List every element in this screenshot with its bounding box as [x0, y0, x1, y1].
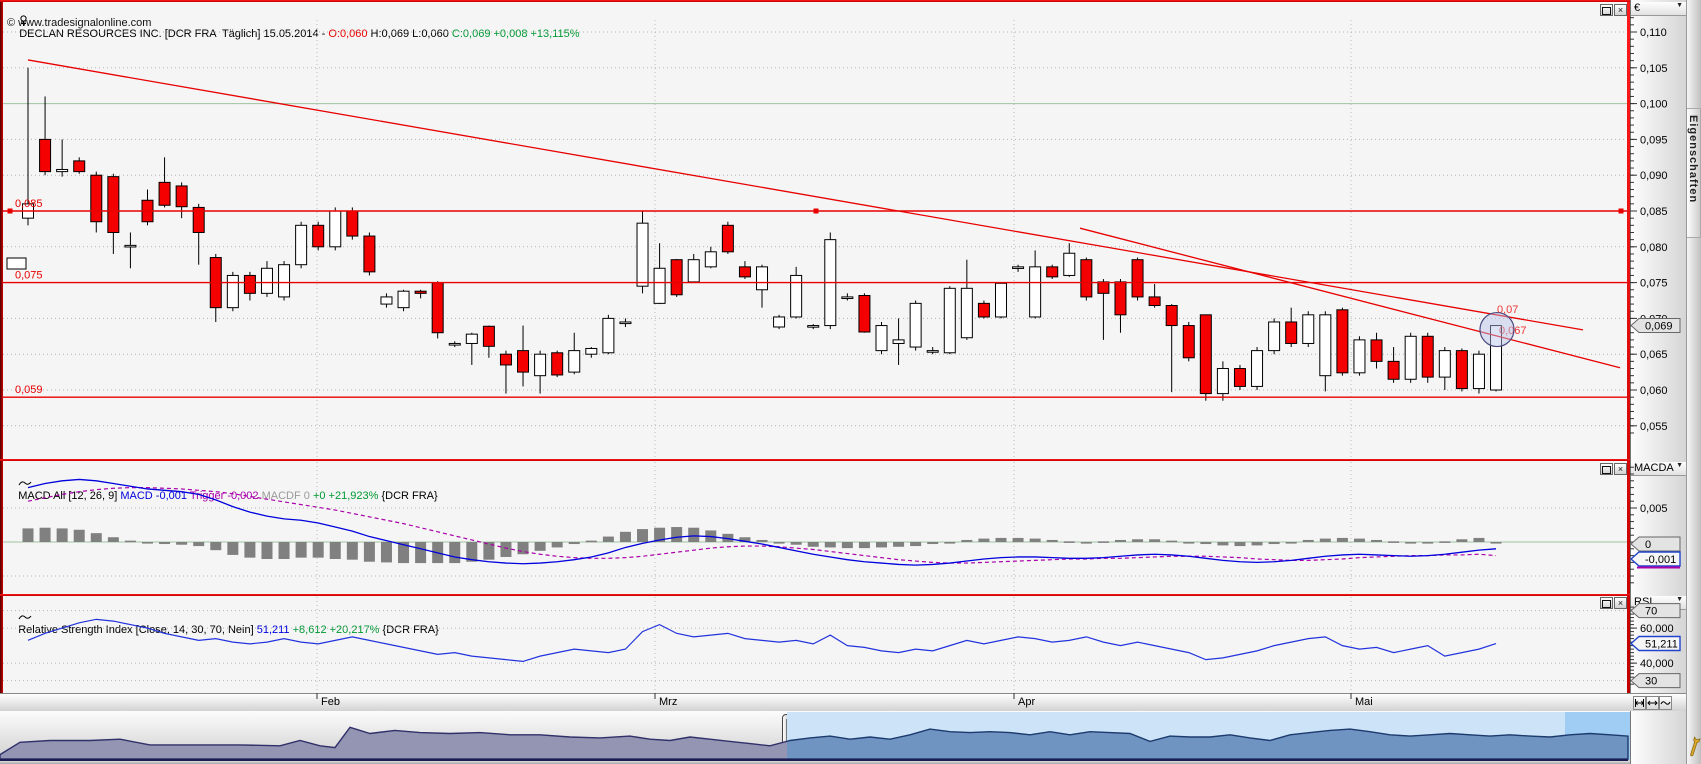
chevron-down-icon: ▼: [1676, 2, 1683, 9]
maximize-icon: [1602, 600, 1611, 608]
price-maximize-button[interactable]: [1600, 4, 1613, 16]
indicator-icon: [18, 481, 32, 486]
chart-title: DECLAN RESOURCES INC. [DCR FRA Täglich] …: [7, 3, 580, 52]
title-open: O:0,060: [328, 28, 368, 40]
maximize-icon: [1602, 466, 1611, 474]
macd-maximize-button[interactable]: [1600, 463, 1613, 475]
month-label-apr: Apr: [1018, 696, 1036, 708]
settings-wrench-button[interactable]: [1687, 735, 1701, 761]
price-axis-header[interactable]: € ▼: [1631, 2, 1686, 16]
window-border-left: [0, 2, 3, 711]
arrow-both-icon: [1647, 700, 1658, 706]
title-close-change: C:0,069 +0,008 +13,115%: [451, 28, 580, 40]
macd-symbol: {DCR FRA}: [381, 490, 438, 502]
scroll-to-end-button[interactable]: [1633, 696, 1646, 710]
rsi-value: 51,211: [256, 624, 293, 636]
maximize-icon: [1602, 7, 1611, 15]
indicator-icon: [18, 615, 32, 620]
tab-eigenschaften[interactable]: Eigenschaften: [1687, 108, 1701, 238]
macd-axis-header[interactable]: MACDA ▼: [1631, 462, 1686, 476]
close-icon: ×: [1617, 598, 1624, 608]
axis-column[interactable]: [1630, 0, 1686, 764]
wrench-icon: [1690, 736, 1701, 757]
macd-change: +0 +21,923%: [312, 490, 382, 502]
pan-horizontal-button[interactable]: [1646, 696, 1659, 710]
rsi-name: Relative Strength Index [Close, 14, 30, …: [18, 624, 257, 636]
month-label-mrz: Mrz: [659, 696, 678, 708]
window-border-top: [0, 0, 1630, 2]
macd-header: MACD All [12, 26, 9] MACD -0,001 Trigger…: [6, 466, 438, 514]
trigger-value: Trigger -0,002: [189, 490, 262, 502]
macdf-value: MACDF 0: [261, 490, 313, 502]
pin-icon: [20, 15, 27, 26]
close-icon: ×: [1617, 464, 1624, 474]
price-close-button[interactable]: ×: [1614, 4, 1627, 16]
chevron-down-icon: ▼: [1676, 462, 1683, 469]
arrow-ends-icon: [1635, 699, 1644, 707]
close-icon: ×: [1617, 5, 1624, 15]
month-label-feb: Feb: [321, 696, 340, 708]
resize-grip[interactable]: [824, 753, 850, 755]
watermark: © www.tradesignalonline.com: [7, 17, 152, 29]
tab-eigenschaften-label: Eigenschaften: [1687, 115, 1699, 204]
macd-value: MACD -0,001: [120, 490, 190, 502]
rsi-axis-header[interactable]: RSI ▼: [1631, 596, 1686, 610]
macd-close-button[interactable]: ×: [1614, 463, 1627, 475]
rsi-change: +8,612 +20,217%: [292, 624, 383, 636]
rsi-close-button[interactable]: ×: [1614, 597, 1627, 609]
bottom-strip: [0, 761, 1701, 764]
panel-separator-macd[interactable]: [0, 459, 1630, 461]
rsi-symbol: {DCR FRA}: [382, 624, 439, 636]
macd-name: MACD All [12, 26, 9]: [18, 490, 121, 502]
rsi-header: Relative Strength Index [Close, 14, 30, …: [6, 600, 439, 648]
price-panel-bg[interactable]: [3, 2, 1627, 459]
window-border-right: [1627, 2, 1630, 693]
rsi-maximize-button[interactable]: [1600, 597, 1613, 609]
curve-mode-button[interactable]: [1659, 696, 1672, 710]
chevron-down-icon: ▼: [1676, 596, 1683, 603]
title-highlow: H:0,069 L:0,060: [367, 28, 452, 40]
month-label-mai: Mai: [1355, 696, 1373, 708]
title-main: DECLAN RESOURCES INC. [DCR FRA Täglich] …: [19, 28, 329, 40]
navigator[interactable]: [0, 711, 1630, 761]
time-axis[interactable]: [0, 693, 1630, 711]
wave-icon: [1660, 701, 1671, 705]
navigator-handle[interactable]: [782, 714, 791, 758]
panel-separator-rsi[interactable]: [0, 594, 1630, 596]
